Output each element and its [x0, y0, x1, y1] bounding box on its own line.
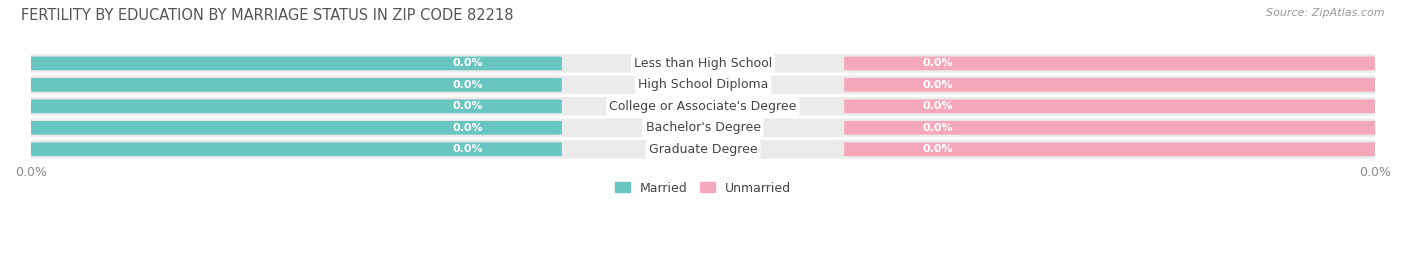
- Text: 0.0%: 0.0%: [922, 144, 953, 154]
- Text: High School Diploma: High School Diploma: [638, 78, 768, 91]
- Legend: Married, Unmarried: Married, Unmarried: [614, 182, 792, 194]
- Text: Source: ZipAtlas.com: Source: ZipAtlas.com: [1267, 8, 1385, 18]
- FancyBboxPatch shape: [24, 140, 1382, 158]
- FancyBboxPatch shape: [31, 142, 562, 156]
- Text: FERTILITY BY EDUCATION BY MARRIAGE STATUS IN ZIP CODE 82218: FERTILITY BY EDUCATION BY MARRIAGE STATU…: [21, 8, 513, 23]
- FancyBboxPatch shape: [24, 119, 1382, 137]
- FancyBboxPatch shape: [844, 121, 1375, 135]
- Text: 0.0%: 0.0%: [453, 144, 484, 154]
- Text: 0.0%: 0.0%: [922, 58, 953, 68]
- Text: 0.0%: 0.0%: [922, 80, 953, 90]
- FancyBboxPatch shape: [844, 78, 1375, 92]
- FancyBboxPatch shape: [31, 56, 562, 70]
- Text: 0.0%: 0.0%: [922, 123, 953, 133]
- FancyBboxPatch shape: [31, 100, 562, 113]
- FancyBboxPatch shape: [844, 100, 1375, 113]
- Text: Bachelor's Degree: Bachelor's Degree: [645, 121, 761, 134]
- Text: 0.0%: 0.0%: [453, 80, 484, 90]
- FancyBboxPatch shape: [844, 56, 1375, 70]
- FancyBboxPatch shape: [31, 78, 562, 92]
- Text: 0.0%: 0.0%: [453, 123, 484, 133]
- Text: Less than High School: Less than High School: [634, 57, 772, 70]
- Text: 0.0%: 0.0%: [453, 101, 484, 111]
- Text: Graduate Degree: Graduate Degree: [648, 143, 758, 156]
- Text: College or Associate's Degree: College or Associate's Degree: [609, 100, 797, 113]
- FancyBboxPatch shape: [24, 97, 1382, 116]
- Text: 0.0%: 0.0%: [453, 58, 484, 68]
- FancyBboxPatch shape: [31, 121, 562, 135]
- Text: 0.0%: 0.0%: [922, 101, 953, 111]
- FancyBboxPatch shape: [844, 142, 1375, 156]
- FancyBboxPatch shape: [24, 54, 1382, 73]
- FancyBboxPatch shape: [24, 76, 1382, 94]
